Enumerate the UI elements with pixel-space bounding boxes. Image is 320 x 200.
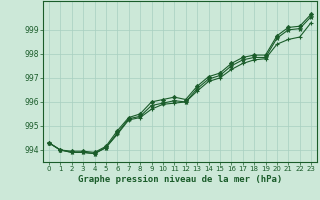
X-axis label: Graphe pression niveau de la mer (hPa): Graphe pression niveau de la mer (hPa): [78, 175, 282, 184]
